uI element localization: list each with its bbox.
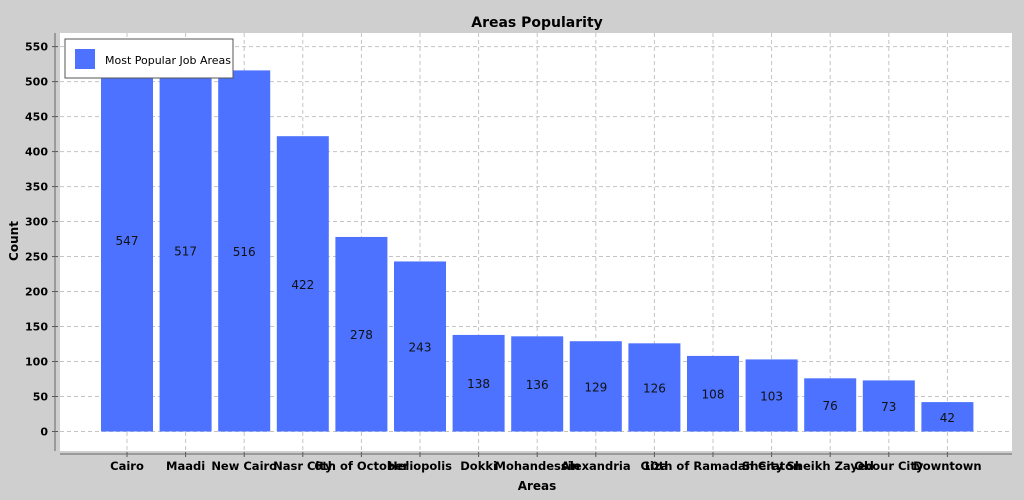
x-tick-label: Cairo bbox=[110, 459, 144, 473]
x-tick-label: Maadi bbox=[166, 459, 205, 473]
x-tick-label: Obour City bbox=[854, 459, 924, 473]
x-tick-label: Downtown bbox=[913, 459, 981, 473]
y-tick-label: 550 bbox=[25, 41, 48, 54]
bar-value-label: 103 bbox=[760, 389, 783, 403]
bar-value-label: 76 bbox=[823, 399, 838, 413]
bar bbox=[628, 343, 681, 432]
x-tick-label: Giza bbox=[640, 459, 668, 473]
bar-value-label: 136 bbox=[526, 378, 549, 392]
y-tick-label: 150 bbox=[25, 321, 48, 334]
bar bbox=[745, 359, 798, 432]
y-tick-label: 250 bbox=[25, 251, 48, 264]
y-tick-label: 100 bbox=[25, 356, 48, 369]
y-tick-label: 400 bbox=[25, 146, 48, 159]
chart-title: Areas Popularity bbox=[471, 15, 603, 31]
y-tick-label: 50 bbox=[33, 391, 49, 404]
bar-value-label: 129 bbox=[584, 380, 607, 394]
bar bbox=[335, 236, 388, 432]
x-tick-label: Alexandria bbox=[561, 459, 631, 473]
y-tick-label: 0 bbox=[40, 426, 48, 439]
bar bbox=[276, 136, 329, 432]
bar-value-label: 138 bbox=[467, 377, 490, 391]
x-tick-label: Sheraton bbox=[742, 459, 801, 473]
bar-value-label: 126 bbox=[643, 381, 666, 395]
bar bbox=[101, 48, 153, 432]
y-tick-label: 500 bbox=[25, 76, 48, 89]
bar bbox=[511, 336, 564, 432]
x-tick-label: New Cairo bbox=[211, 459, 277, 473]
bar-value-label: 278 bbox=[350, 328, 373, 342]
bar bbox=[862, 380, 915, 432]
x-axis-title: Areas bbox=[518, 479, 557, 493]
data-labels: 547 517 516 422 278 243 138 136 129 126 108 103 76 73… bbox=[116, 234, 955, 425]
x-tick-label: Nasr City bbox=[273, 459, 333, 473]
y-tick-label: 300 bbox=[25, 216, 48, 229]
bar-value-label: 73 bbox=[881, 400, 896, 414]
y-axis-title: Count bbox=[7, 221, 21, 261]
y-tick-label: 350 bbox=[25, 181, 48, 194]
bar bbox=[452, 334, 505, 432]
legend-label: Most Popular Job Areas bbox=[105, 54, 231, 67]
x-tick-label: Mohandessin bbox=[495, 459, 580, 473]
bar-value-label: 517 bbox=[174, 245, 197, 259]
bar-value-label: 547 bbox=[116, 234, 139, 248]
y-axis: 0 50 100 150 200 250 300 350 400 450 500 550 bbox=[25, 33, 58, 451]
y-tick-label: 200 bbox=[25, 286, 48, 299]
legend-swatch bbox=[75, 49, 95, 69]
bar bbox=[159, 69, 212, 432]
bar bbox=[569, 341, 622, 432]
x-tick-label: Dokki bbox=[460, 459, 497, 473]
x-tick-label: 10th of Ramadan City bbox=[643, 459, 784, 473]
bars bbox=[101, 48, 974, 432]
x-tick-label: Heliopolis bbox=[388, 459, 452, 473]
bar-value-label: 422 bbox=[291, 278, 314, 292]
bar bbox=[394, 261, 446, 432]
bar bbox=[218, 70, 271, 432]
bar-value-label: 243 bbox=[409, 340, 432, 354]
bar-value-label: 108 bbox=[702, 388, 725, 402]
legend: Most Popular Job Areas bbox=[64, 38, 234, 79]
bar-value-label: 516 bbox=[233, 245, 256, 259]
bar bbox=[921, 402, 974, 432]
bar-value-label: 42 bbox=[940, 411, 955, 425]
x-tick-label: Sheikh Zayed bbox=[787, 459, 874, 473]
x-tick-label: 6th of October bbox=[314, 459, 409, 473]
bar bbox=[804, 378, 857, 432]
y-tick-label: 450 bbox=[25, 111, 48, 124]
bar bbox=[687, 355, 739, 432]
